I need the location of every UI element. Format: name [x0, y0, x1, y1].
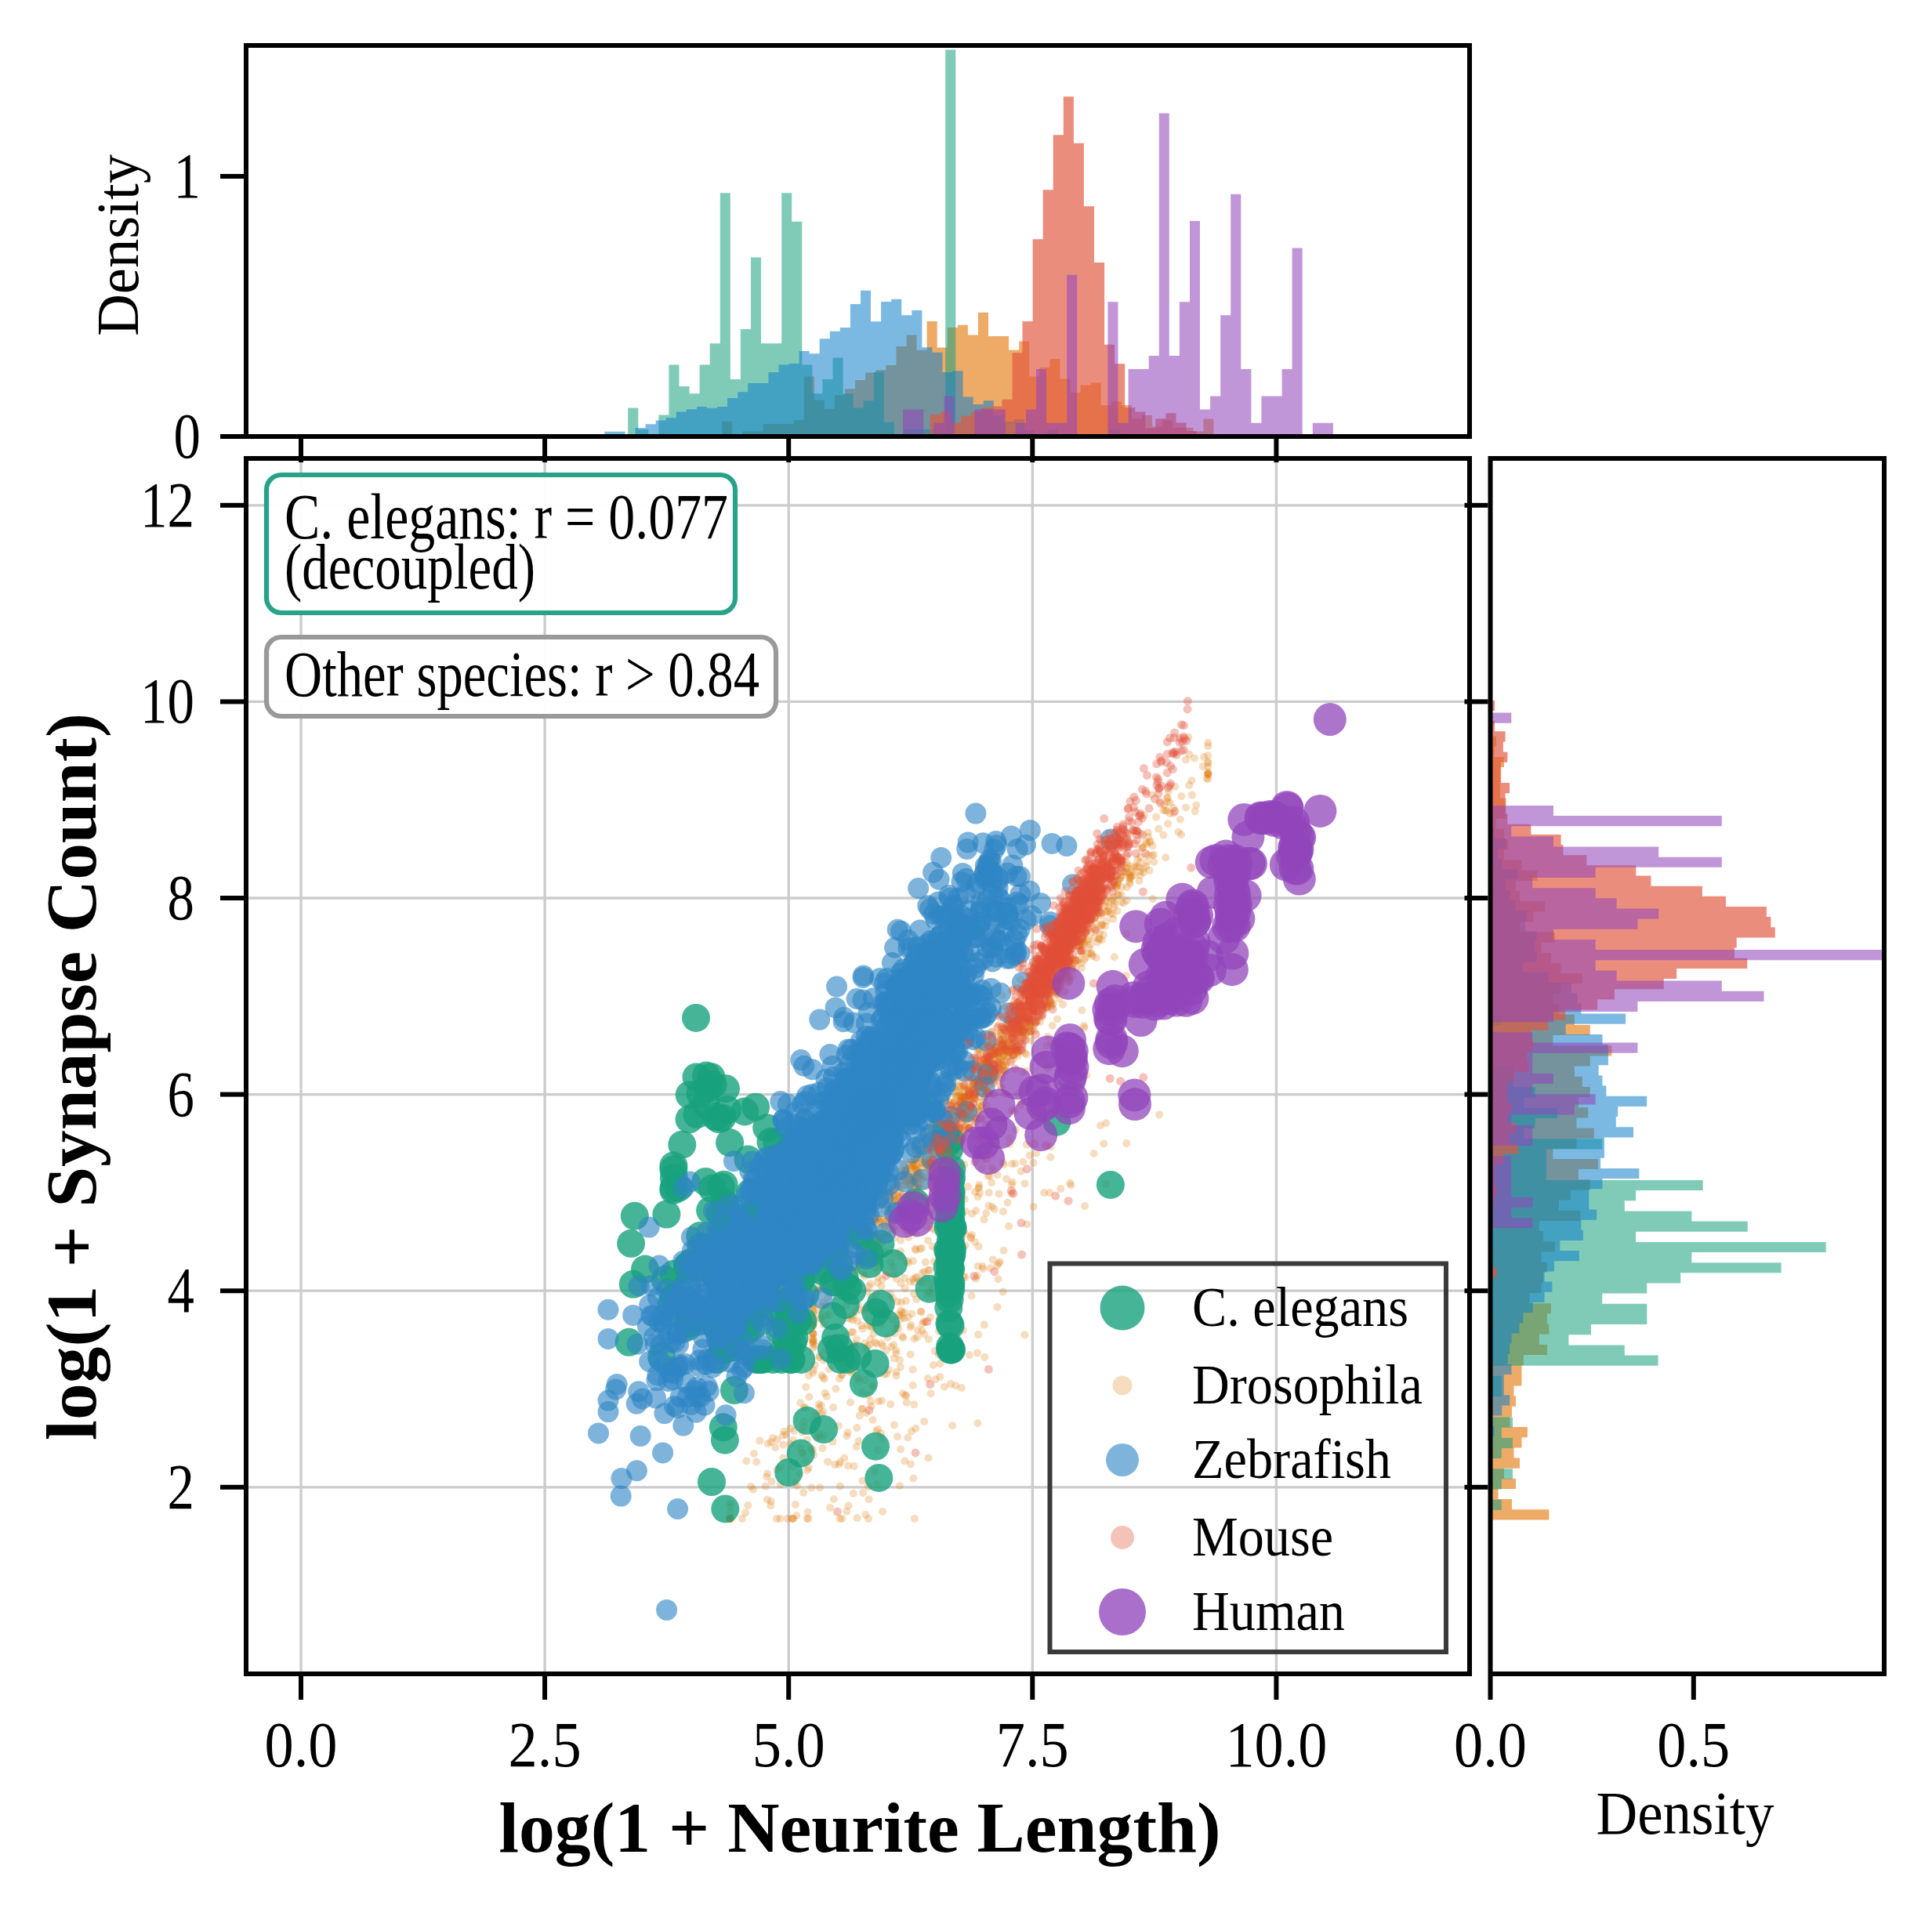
svg-text:10.0: 10.0 — [1225, 1709, 1327, 1780]
svg-text:Human: Human — [1192, 1580, 1345, 1642]
svg-text:7.5: 7.5 — [996, 1709, 1069, 1780]
svg-text:12: 12 — [140, 469, 194, 541]
svg-text:log(1 + Synapse Count): log(1 + Synapse Count) — [31, 713, 111, 1440]
svg-text:5.0: 5.0 — [752, 1709, 825, 1780]
svg-text:(decoupled): (decoupled) — [285, 531, 535, 603]
svg-text:2: 2 — [168, 1451, 194, 1523]
svg-text:2.5: 2.5 — [509, 1709, 582, 1780]
svg-text:Zebrafish: Zebrafish — [1192, 1428, 1391, 1490]
svg-text:Mouse: Mouse — [1192, 1505, 1333, 1567]
svg-text:C. elegans: C. elegans — [1192, 1276, 1408, 1338]
svg-text:6: 6 — [168, 1059, 194, 1130]
svg-text:log(1 + Neurite Length): log(1 + Neurite Length) — [499, 1787, 1221, 1867]
svg-text:Other species: r > 0.84: Other species: r > 0.84 — [285, 639, 759, 710]
svg-text:Density: Density — [84, 154, 151, 336]
svg-text:4: 4 — [168, 1255, 194, 1326]
svg-text:0.0: 0.0 — [265, 1709, 338, 1780]
svg-text:1: 1 — [174, 140, 201, 212]
svg-text:Drosophila: Drosophila — [1192, 1353, 1423, 1415]
svg-text:10: 10 — [140, 665, 194, 737]
svg-text:Density: Density — [1597, 1779, 1774, 1847]
svg-text:8: 8 — [168, 862, 194, 933]
svg-text:0.0: 0.0 — [1454, 1709, 1527, 1780]
svg-text:0: 0 — [174, 400, 201, 472]
svg-text:0.5: 0.5 — [1657, 1709, 1730, 1780]
